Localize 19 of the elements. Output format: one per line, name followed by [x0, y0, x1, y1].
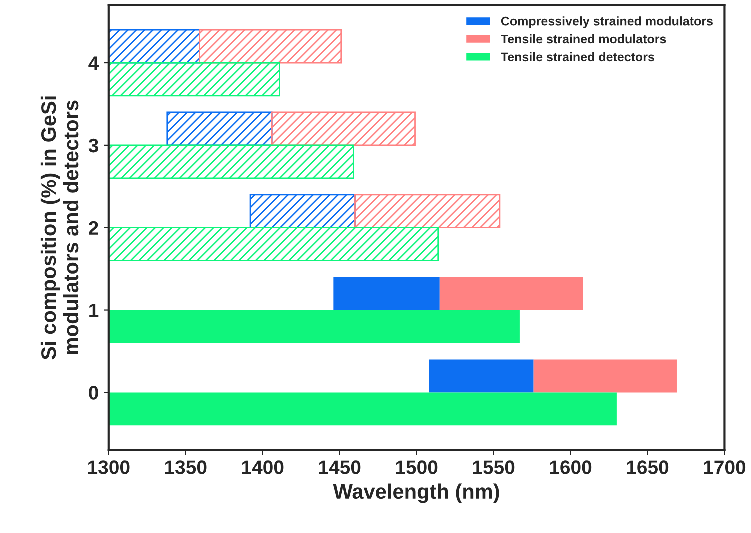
legend-label: Tensile strained detectors: [501, 52, 654, 62]
x-tick-label: 1650: [627, 460, 669, 474]
x-tick-label: 1600: [550, 460, 592, 474]
y-tick-label: 1: [90, 304, 99, 318]
x-tick-label: 1400: [242, 460, 284, 474]
x-tick-label: 1500: [396, 460, 438, 474]
legend-label: Compressively strained modulators: [501, 16, 713, 28]
x-tick-label: 1700: [704, 460, 746, 474]
y-tick-label: 3: [88, 138, 98, 153]
legend-label: Tensile strained modulators: [501, 34, 666, 44]
x-axis-title: Wavelength (nm): [333, 484, 500, 504]
x-tick-label: 1350: [165, 460, 207, 474]
y-tick-label: 2: [89, 221, 98, 235]
x-tick-label: 1550: [473, 460, 515, 474]
y-axis-title: Si composition (%) in GeSi modulators and detectors: [40, 96, 79, 360]
x-tick-label: 1300: [88, 460, 130, 474]
x-tick-label: 1450: [319, 460, 361, 474]
y-tick-label: 4: [88, 56, 100, 70]
y-tick-label: 0: [89, 386, 98, 400]
